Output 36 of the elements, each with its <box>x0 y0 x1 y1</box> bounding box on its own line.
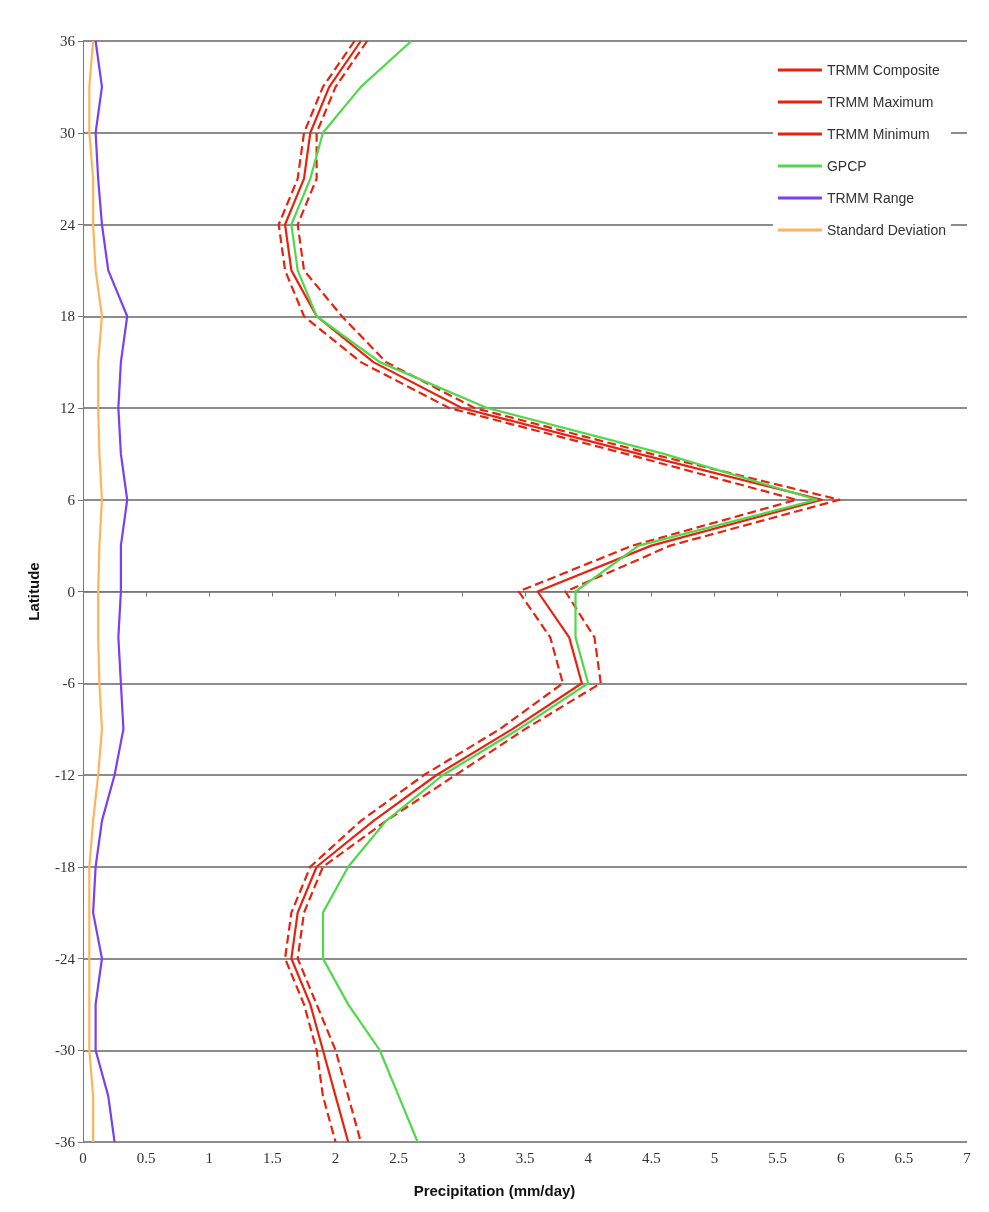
legend-label: Standard Deviation <box>826 222 946 238</box>
x-tick-label: 0.5 <box>136 1149 156 1166</box>
x-tick-label: 2.5 <box>389 1149 409 1166</box>
x-tick-label: 5.5 <box>768 1149 787 1166</box>
y-tick-label: -36 <box>55 1134 76 1150</box>
y-tick-label: 12 <box>60 400 75 416</box>
y-tick-label: -30 <box>55 1042 75 1059</box>
legend-label: GPCP <box>826 158 867 174</box>
x-tick-label: 6 <box>836 1149 845 1166</box>
y-tick-label: 36 <box>60 33 76 49</box>
x-tick-label: 6.5 <box>894 1149 914 1166</box>
x-tick-label: 7 <box>963 1149 972 1166</box>
x-axis-title: Precipitation (mm/day) <box>413 1182 576 1199</box>
x-tick-label: 3 <box>458 1149 466 1166</box>
x-tick-label: 3.5 <box>515 1149 535 1166</box>
y-tick-label: 30 <box>60 124 75 141</box>
legend-label: TRMM Minimum <box>826 126 930 142</box>
x-tick-label: 2 <box>331 1149 340 1166</box>
y-tick-label: -24 <box>55 950 76 967</box>
y-tick-label: -6 <box>62 675 76 692</box>
x-tick-label: 1 <box>205 1149 214 1166</box>
legend-label: TRMM Range <box>826 190 915 206</box>
y-tick-label: 24 <box>60 216 76 233</box>
y-tick-label: 0 <box>67 583 75 600</box>
x-tick-label: 4.5 <box>641 1149 661 1166</box>
legend-label: TRMM Maximum <box>826 94 934 110</box>
x-tick-label: 1.5 <box>263 1149 282 1166</box>
y-tick-label: -12 <box>55 767 75 783</box>
y-tick-label: -18 <box>55 858 75 875</box>
x-tick-label: 4 <box>584 1149 593 1166</box>
x-tick-label: 5 <box>710 1149 719 1166</box>
legend-label: TRMM Composite <box>826 62 940 78</box>
y-tick-label: 18 <box>60 308 75 325</box>
x-tick-label: 0 <box>79 1149 87 1166</box>
y-tick-label: 6 <box>67 491 76 508</box>
y-axis-title: Latitude <box>25 562 42 621</box>
